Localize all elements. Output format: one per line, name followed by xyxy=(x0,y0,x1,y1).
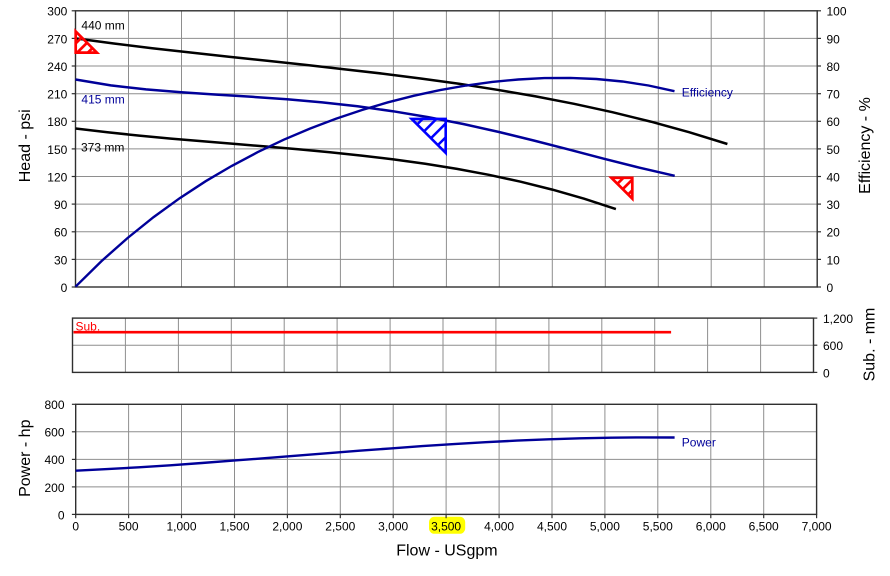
svg-text:0: 0 xyxy=(72,520,79,534)
svg-text:0: 0 xyxy=(827,281,834,295)
svg-text:0: 0 xyxy=(58,508,65,522)
svg-text:70: 70 xyxy=(827,88,841,102)
svg-text:600: 600 xyxy=(44,426,64,440)
svg-text:Sub. - mm: Sub. - mm xyxy=(861,308,878,382)
svg-text:240: 240 xyxy=(47,60,67,74)
svg-text:4,500: 4,500 xyxy=(537,520,567,534)
svg-text:5,500: 5,500 xyxy=(643,520,673,534)
svg-text:5,000: 5,000 xyxy=(590,520,620,534)
svg-text:80: 80 xyxy=(827,60,841,74)
svg-text:90: 90 xyxy=(54,198,68,212)
svg-text:1,500: 1,500 xyxy=(219,520,249,534)
svg-text:210: 210 xyxy=(47,88,67,102)
svg-text:20: 20 xyxy=(827,226,841,240)
svg-text:120: 120 xyxy=(47,170,67,184)
svg-text:6,000: 6,000 xyxy=(696,520,726,534)
svg-text:0: 0 xyxy=(823,366,830,380)
svg-text:Flow - USgpm: Flow - USgpm xyxy=(396,543,497,560)
svg-text:800: 800 xyxy=(44,398,64,412)
svg-text:270: 270 xyxy=(47,32,67,46)
svg-text:600: 600 xyxy=(823,339,843,353)
svg-text:50: 50 xyxy=(827,143,841,157)
svg-text:1,200: 1,200 xyxy=(823,312,853,326)
svg-text:400: 400 xyxy=(44,453,64,467)
svg-text:500: 500 xyxy=(119,520,139,534)
svg-text:3,000: 3,000 xyxy=(378,520,408,534)
svg-text:373 mm: 373 mm xyxy=(81,141,124,155)
svg-text:Power: Power xyxy=(682,436,716,450)
svg-text:2,000: 2,000 xyxy=(272,520,302,534)
svg-text:100: 100 xyxy=(827,5,847,19)
svg-text:30: 30 xyxy=(827,198,841,212)
svg-text:30: 30 xyxy=(54,253,68,267)
svg-text:Efficiency - %: Efficiency - % xyxy=(857,97,874,194)
svg-text:180: 180 xyxy=(47,115,67,129)
svg-text:Power - hp: Power - hp xyxy=(17,419,34,496)
svg-text:3,500: 3,500 xyxy=(431,520,461,534)
svg-text:40: 40 xyxy=(827,170,841,184)
svg-text:7,000: 7,000 xyxy=(802,520,832,534)
svg-text:150: 150 xyxy=(47,143,67,157)
svg-text:Head - psi: Head - psi xyxy=(17,109,34,182)
svg-text:415 mm: 415 mm xyxy=(81,93,124,107)
svg-text:2,500: 2,500 xyxy=(325,520,355,534)
svg-text:300: 300 xyxy=(47,5,67,19)
svg-text:90: 90 xyxy=(827,32,841,46)
svg-text:6,500: 6,500 xyxy=(749,520,779,534)
svg-text:440 mm: 440 mm xyxy=(81,18,124,32)
svg-text:Sub.: Sub. xyxy=(76,319,101,333)
svg-text:60: 60 xyxy=(827,115,841,129)
svg-text:1,000: 1,000 xyxy=(166,520,196,534)
svg-text:4,000: 4,000 xyxy=(484,520,514,534)
svg-text:0: 0 xyxy=(61,281,68,295)
svg-text:200: 200 xyxy=(44,481,64,495)
svg-text:60: 60 xyxy=(54,226,68,240)
svg-text:10: 10 xyxy=(827,253,841,267)
svg-text:Efficiency: Efficiency xyxy=(682,86,733,100)
